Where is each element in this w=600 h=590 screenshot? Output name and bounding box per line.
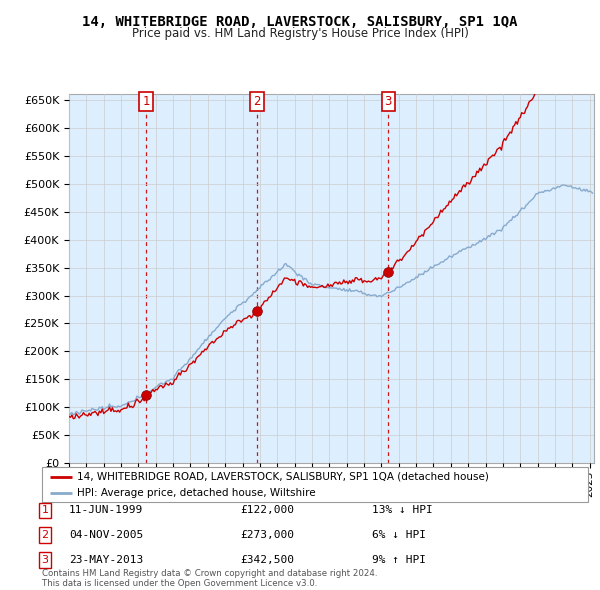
Text: 04-NOV-2005: 04-NOV-2005: [69, 530, 143, 540]
Text: £122,000: £122,000: [240, 506, 294, 515]
Text: 23-MAY-2013: 23-MAY-2013: [69, 555, 143, 565]
Text: 1: 1: [142, 94, 150, 107]
Text: 13% ↓ HPI: 13% ↓ HPI: [372, 506, 433, 515]
Text: 2: 2: [253, 94, 261, 107]
Text: Price paid vs. HM Land Registry's House Price Index (HPI): Price paid vs. HM Land Registry's House …: [131, 27, 469, 40]
Text: 14, WHITEBRIDGE ROAD, LAVERSTOCK, SALISBURY, SP1 1QA (detached house): 14, WHITEBRIDGE ROAD, LAVERSTOCK, SALISB…: [77, 471, 490, 481]
Text: 9% ↑ HPI: 9% ↑ HPI: [372, 555, 426, 565]
Text: 14, WHITEBRIDGE ROAD, LAVERSTOCK, SALISBURY, SP1 1QA: 14, WHITEBRIDGE ROAD, LAVERSTOCK, SALISB…: [82, 15, 518, 29]
Text: £342,500: £342,500: [240, 555, 294, 565]
Text: 6% ↓ HPI: 6% ↓ HPI: [372, 530, 426, 540]
Text: 2: 2: [41, 530, 49, 540]
Text: 3: 3: [41, 555, 49, 565]
Text: HPI: Average price, detached house, Wiltshire: HPI: Average price, detached house, Wilt…: [77, 488, 316, 498]
Text: £273,000: £273,000: [240, 530, 294, 540]
Text: Contains HM Land Registry data © Crown copyright and database right 2024.
This d: Contains HM Land Registry data © Crown c…: [42, 569, 377, 588]
Text: 3: 3: [385, 94, 392, 107]
Text: 11-JUN-1999: 11-JUN-1999: [69, 506, 143, 515]
Text: 1: 1: [41, 506, 49, 515]
FancyBboxPatch shape: [42, 467, 588, 502]
